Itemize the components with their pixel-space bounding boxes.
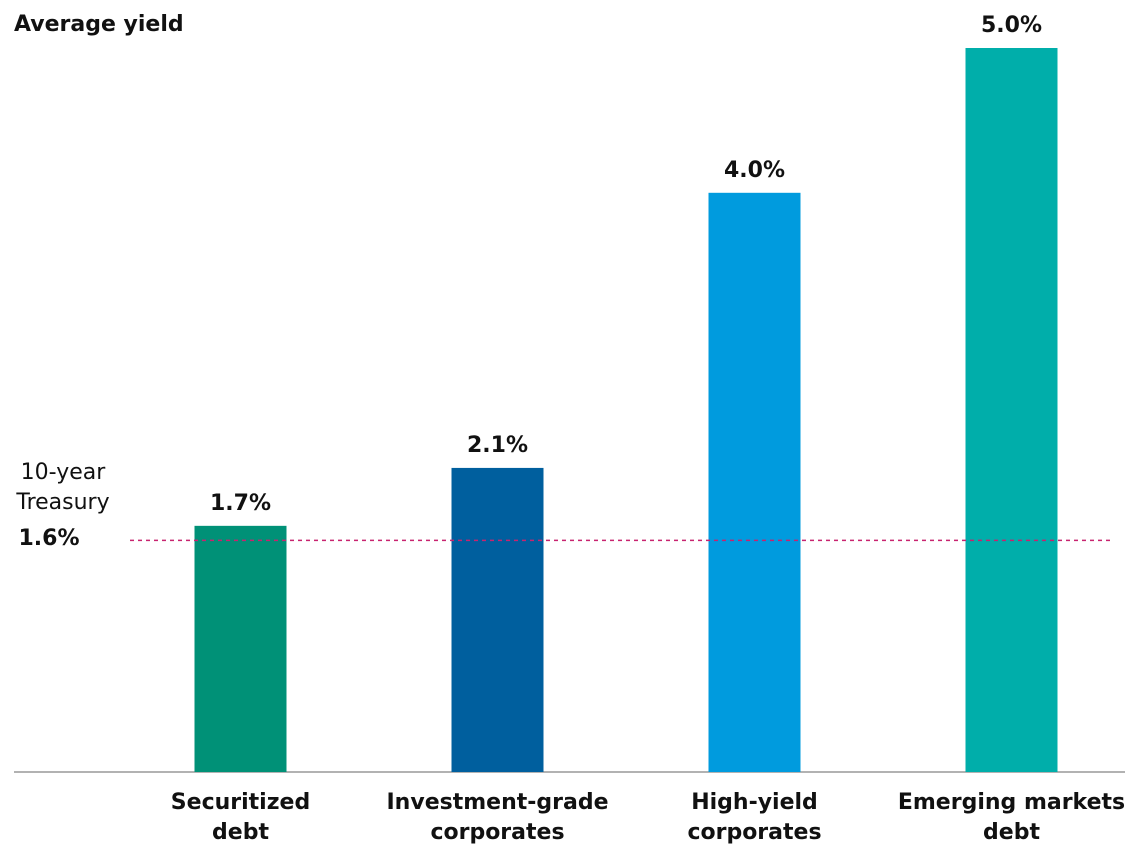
bar	[965, 48, 1058, 772]
bar	[451, 467, 544, 772]
x-tick-label: Investment-grade corporates	[386, 790, 609, 845]
bar	[194, 525, 287, 772]
x-tick-label: High-yield corporates	[687, 790, 822, 845]
bar	[708, 192, 801, 773]
x-tick-label: Securitized debt	[170, 790, 311, 845]
value-label: 4.0%	[724, 158, 785, 183]
value-label: 1.7%	[210, 491, 271, 516]
value-label: 5.0%	[981, 13, 1042, 38]
x-tick-label: Emerging markets debt	[897, 790, 1125, 845]
reference-label: 10-year Treasury	[16, 460, 110, 516]
reference-value: 1.6%	[18, 526, 80, 552]
value-label: 2.1%	[467, 433, 528, 458]
chart-title: Average yield	[14, 12, 184, 37]
